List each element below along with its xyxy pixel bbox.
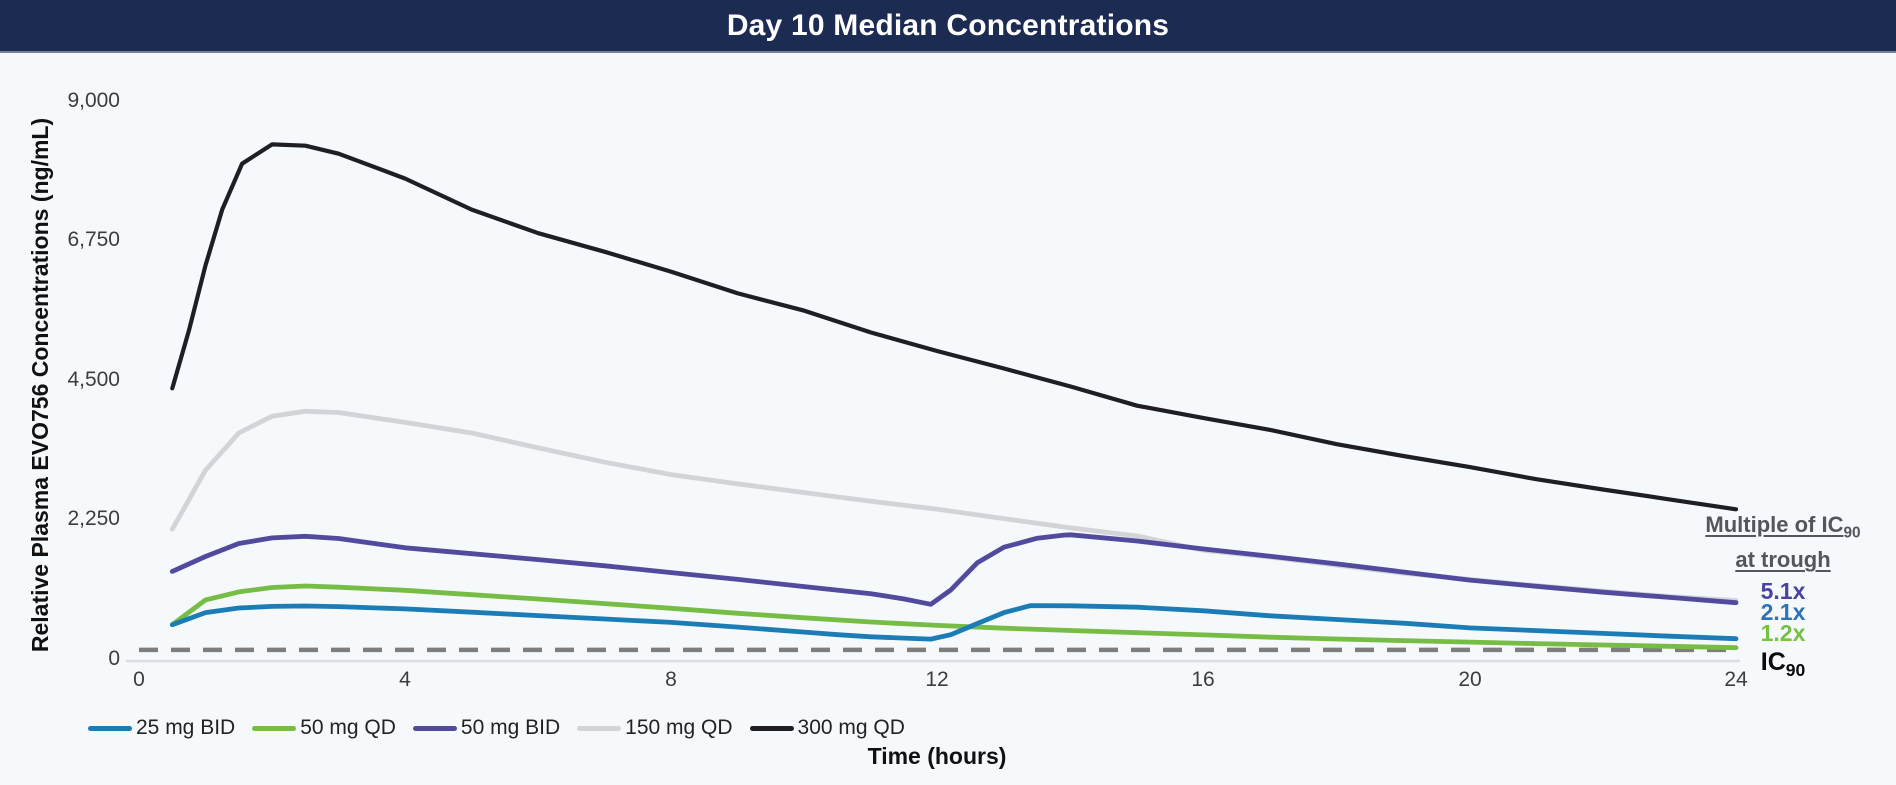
series-line-150-mg-qd [169, 408, 1739, 603]
y-axis-title: Relative Plasma EVO756 Concentrations (n… [27, 117, 53, 653]
annotation-heading-line2: at trough [1735, 547, 1831, 573]
x-tick-24: 24 [1724, 668, 1748, 691]
legend-label: 50 mg BID [460, 716, 561, 739]
chart-legend: 25 mg BID 50 mg QD 50 mg BID 150 mg QD 3… [88, 714, 905, 742]
series-line-50-mg-qd [169, 583, 1739, 651]
x-tick-16: 16 [1191, 668, 1215, 691]
series-line-50-mg-bid [169, 532, 1739, 607]
annotation-ic90-label: IC90 [1760, 648, 1806, 681]
x-tick-8: 8 [665, 668, 677, 691]
legend-label: 25 mg BID [136, 716, 236, 739]
legend-label: 150 mg QD [625, 716, 733, 739]
legend-swatch-icon [749, 725, 794, 731]
annotation-heading-line1: Multiple of IC90 [1705, 512, 1861, 542]
legend-label: 300 mg QD [797, 716, 905, 739]
page-title: Day 10 Median Concentrations [726, 8, 1170, 42]
ic90-annotation: Multiple of IC90 at trough 5.1x 2.1x 1.2… [1683, 511, 1883, 684]
y-tick-4500: 4,500 [67, 368, 120, 391]
title-bar: Day 10 Median Concentrations [0, 0, 1896, 53]
legend-swatch-icon [412, 725, 457, 731]
x-tick-4: 4 [399, 668, 411, 691]
y-tick-2250: 2,250 [67, 507, 120, 530]
x-tick-20: 20 [1458, 668, 1482, 691]
y-tick-0: 0 [108, 647, 120, 670]
x-axis-title: Time (hours) [867, 743, 1007, 769]
legend-swatch-icon [252, 725, 297, 731]
legend-item-300mg-qd: 300 mg QD [749, 716, 905, 740]
x-tick-0: 0 [133, 668, 145, 691]
legend-label: 50 mg QD [300, 716, 396, 739]
y-tick-6750: 6,750 [67, 228, 120, 251]
legend-swatch-icon [88, 725, 132, 731]
legend-swatch-icon [577, 725, 622, 731]
series-line-25-mg-bid [169, 603, 1739, 642]
annotation-multiple-1-2x: 1.2x [1760, 620, 1806, 647]
legend-item-150mg-qd: 150 mg QD [577, 716, 733, 740]
annotation-multiple-2-1x: 2.1x [1760, 599, 1806, 626]
legend-item-50mg-bid: 50 mg BID [412, 716, 561, 740]
legend-item-50mg-qd: 50 mg QD [252, 716, 396, 740]
x-tick-12: 12 [925, 668, 949, 691]
legend-item-25mg-bid: 25 mg BID [88, 716, 235, 740]
y-tick-9000: 9,000 [67, 89, 120, 112]
series-line-300-mg-qd [170, 142, 1739, 512]
annotation-multiple-5-1x: 5.1x [1760, 578, 1806, 605]
